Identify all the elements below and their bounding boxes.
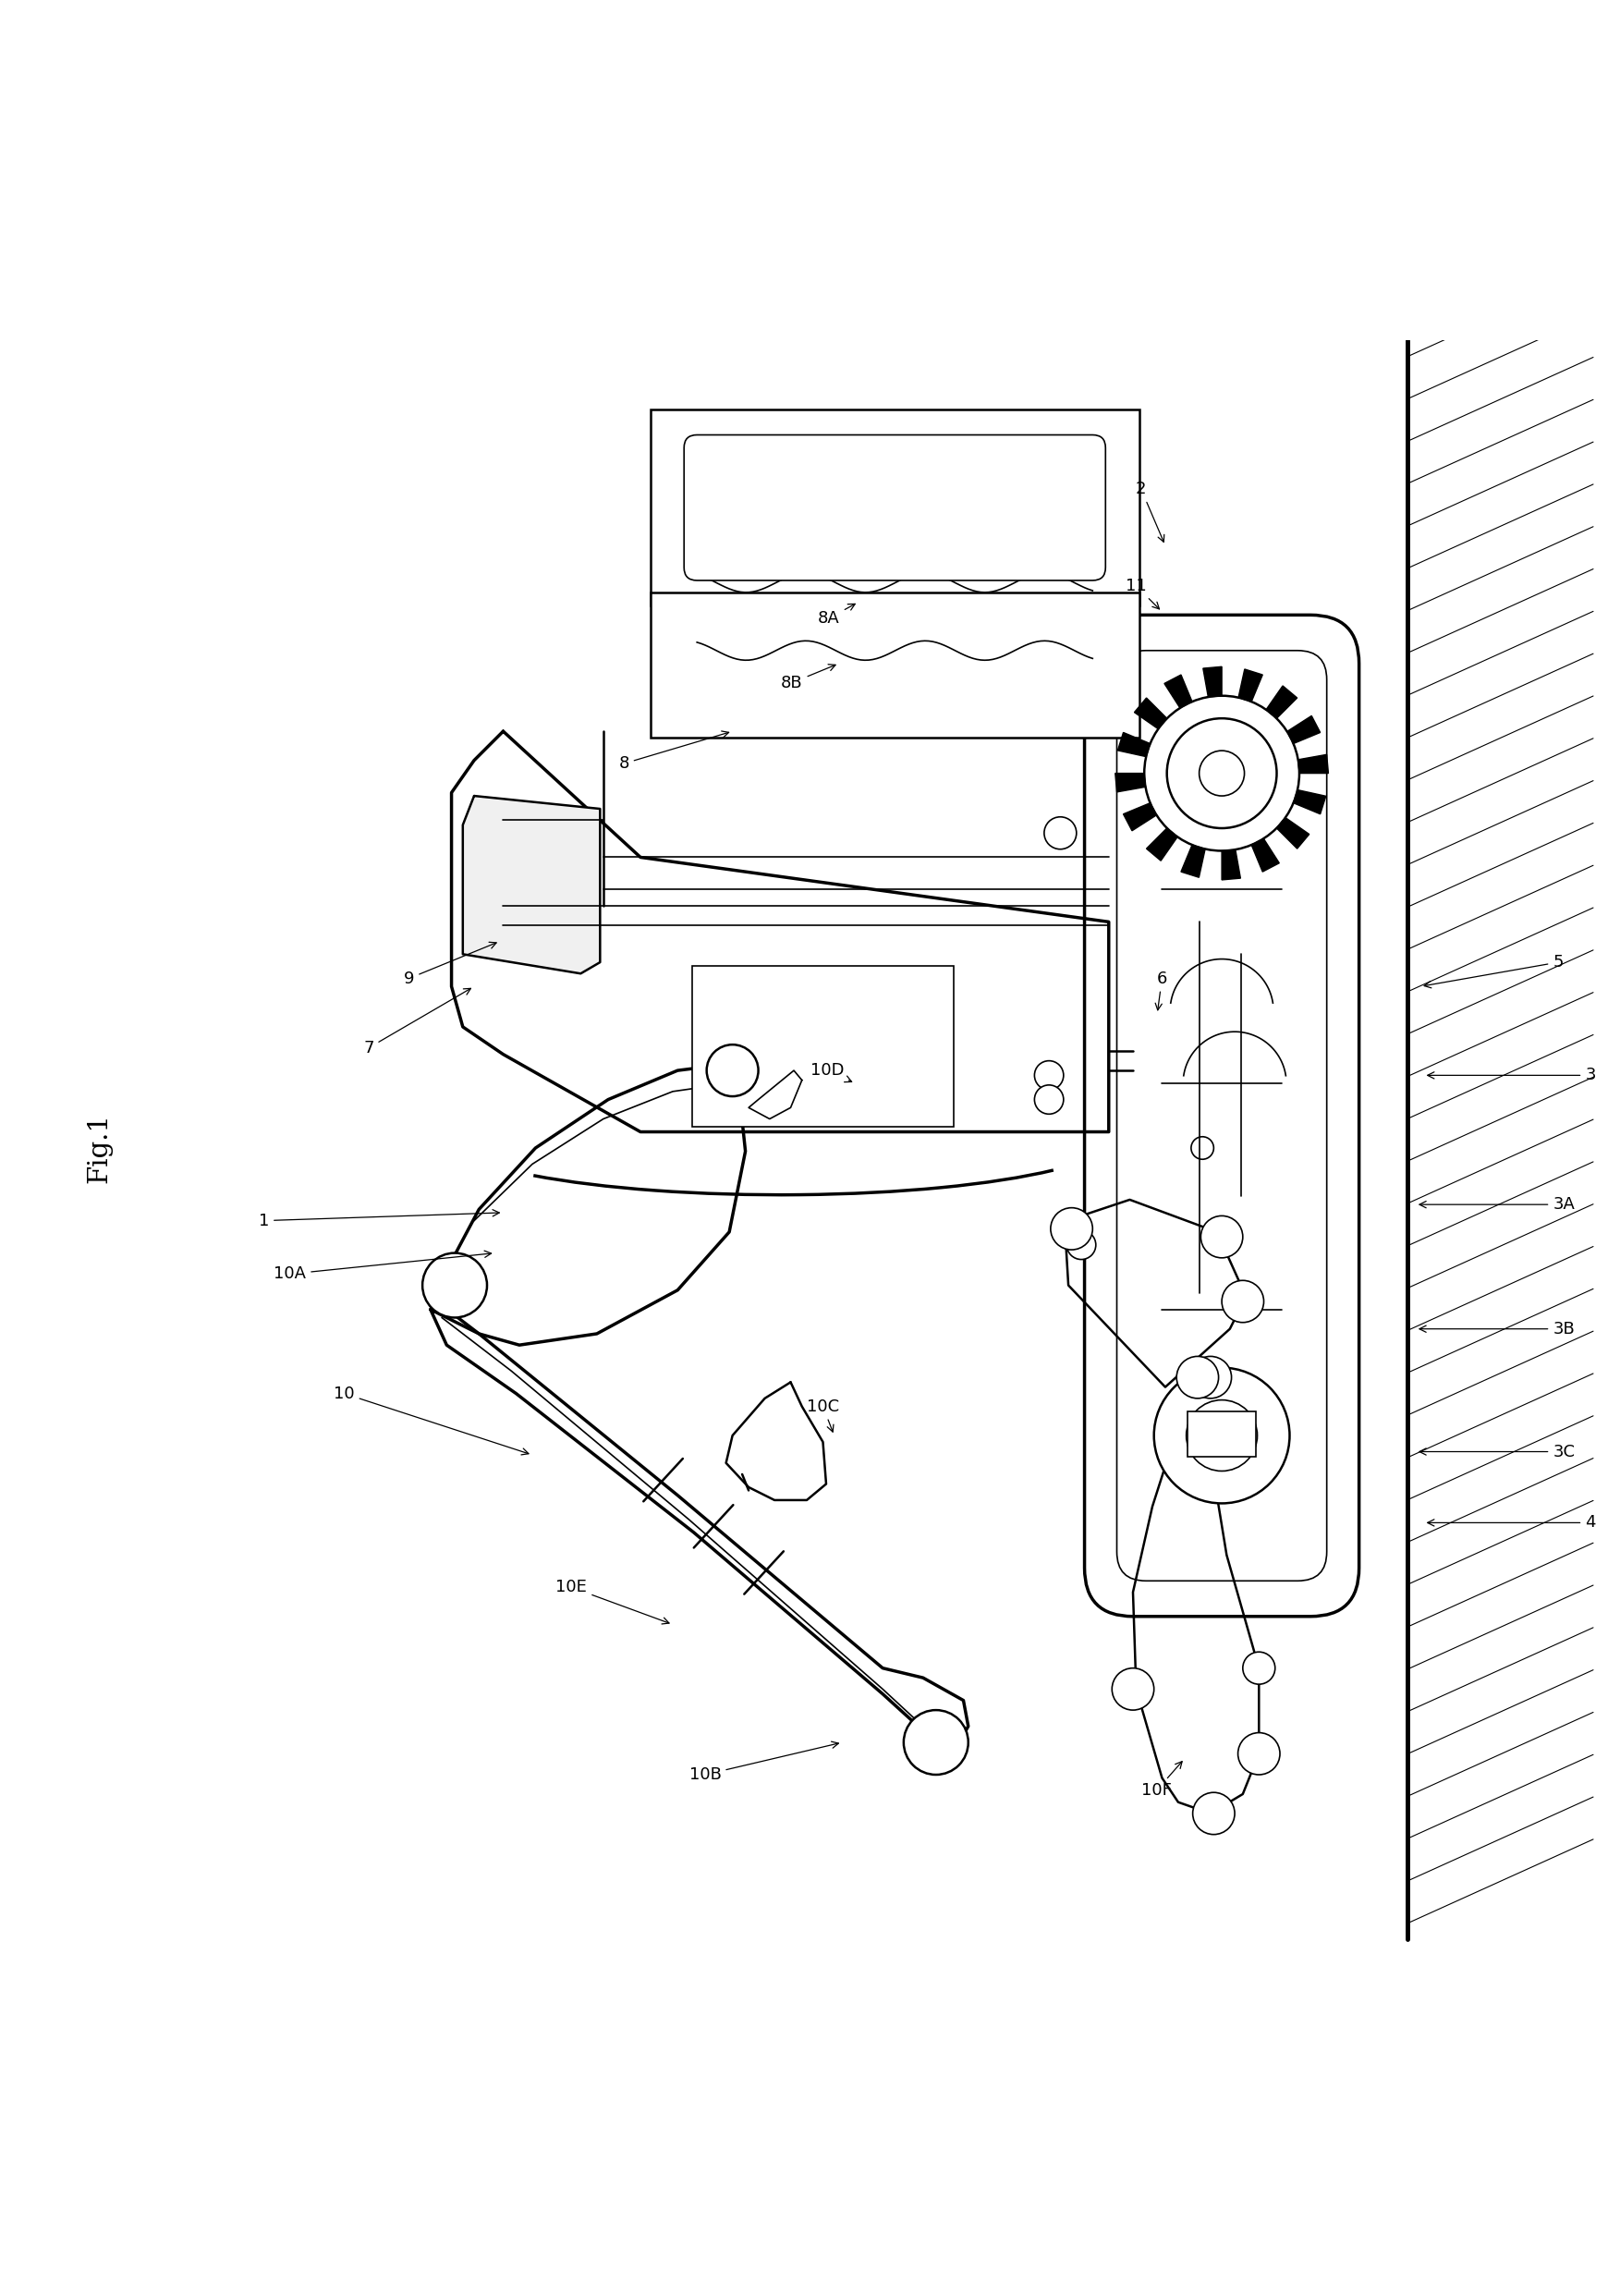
Polygon shape <box>431 1286 969 1750</box>
Circle shape <box>1238 1733 1280 1775</box>
Circle shape <box>1153 1368 1290 1504</box>
FancyBboxPatch shape <box>692 967 954 1127</box>
Text: 3A: 3A <box>1419 1196 1575 1212</box>
Circle shape <box>423 1254 488 1318</box>
Polygon shape <box>1123 804 1157 831</box>
Circle shape <box>1144 696 1299 852</box>
Text: 3C: 3C <box>1419 1444 1575 1460</box>
Polygon shape <box>1238 668 1262 703</box>
Polygon shape <box>452 1063 745 1345</box>
FancyBboxPatch shape <box>1116 650 1327 1582</box>
Circle shape <box>1111 1669 1153 1711</box>
FancyBboxPatch shape <box>1084 615 1359 1616</box>
Polygon shape <box>452 732 1108 1132</box>
Circle shape <box>1221 1281 1264 1322</box>
Polygon shape <box>1252 838 1280 872</box>
Text: 3B: 3B <box>1419 1320 1575 1336</box>
Text: 10E: 10E <box>556 1580 669 1623</box>
Polygon shape <box>1181 845 1205 877</box>
Circle shape <box>706 1045 758 1095</box>
FancyBboxPatch shape <box>684 434 1105 581</box>
Text: Fig.1: Fig.1 <box>86 1114 112 1182</box>
Circle shape <box>1199 751 1244 797</box>
Text: 10F: 10F <box>1140 1761 1183 1800</box>
Circle shape <box>1035 1086 1064 1114</box>
Circle shape <box>1166 719 1277 829</box>
FancyBboxPatch shape <box>1187 1412 1256 1456</box>
Text: 10A: 10A <box>274 1251 491 1281</box>
Polygon shape <box>1204 666 1221 698</box>
Polygon shape <box>1298 755 1328 774</box>
Circle shape <box>1066 1231 1095 1261</box>
Polygon shape <box>463 797 599 974</box>
FancyBboxPatch shape <box>650 411 1139 606</box>
Text: 10: 10 <box>334 1384 528 1456</box>
Text: 7: 7 <box>363 987 471 1056</box>
Polygon shape <box>1277 817 1309 850</box>
Circle shape <box>1189 1357 1231 1398</box>
Polygon shape <box>1147 829 1178 861</box>
Circle shape <box>1051 1208 1092 1249</box>
Circle shape <box>1192 1793 1234 1835</box>
Polygon shape <box>1221 850 1241 879</box>
Text: 4: 4 <box>1427 1515 1596 1531</box>
Polygon shape <box>1267 687 1298 719</box>
Circle shape <box>1186 1401 1257 1472</box>
Circle shape <box>1200 1217 1243 1258</box>
FancyBboxPatch shape <box>650 592 1139 737</box>
Text: 11: 11 <box>1126 579 1160 608</box>
Circle shape <box>904 1711 969 1775</box>
Text: 3: 3 <box>1427 1068 1596 1084</box>
Polygon shape <box>1115 774 1145 792</box>
Circle shape <box>1176 1357 1218 1398</box>
Text: 10B: 10B <box>688 1743 839 1784</box>
Circle shape <box>1243 1651 1275 1685</box>
Polygon shape <box>1286 716 1320 744</box>
Text: 10D: 10D <box>810 1063 852 1081</box>
Polygon shape <box>1118 732 1150 758</box>
Text: 8: 8 <box>619 730 729 771</box>
Polygon shape <box>1165 675 1192 707</box>
Text: 2: 2 <box>1136 480 1165 542</box>
Text: 6: 6 <box>1155 971 1168 1010</box>
Polygon shape <box>1293 790 1325 815</box>
Text: 1: 1 <box>259 1210 499 1228</box>
Text: 8A: 8A <box>818 604 855 627</box>
Polygon shape <box>1134 698 1166 728</box>
Polygon shape <box>748 1070 802 1118</box>
Polygon shape <box>1132 1378 1259 1814</box>
Polygon shape <box>726 1382 826 1499</box>
Circle shape <box>1035 1061 1064 1091</box>
Text: 10C: 10C <box>807 1398 839 1433</box>
Text: 8B: 8B <box>781 664 836 691</box>
Text: 9: 9 <box>403 941 496 987</box>
Text: 5: 5 <box>1424 953 1563 987</box>
Polygon shape <box>1064 1201 1246 1387</box>
Circle shape <box>1045 817 1076 850</box>
Circle shape <box>1191 1137 1213 1159</box>
